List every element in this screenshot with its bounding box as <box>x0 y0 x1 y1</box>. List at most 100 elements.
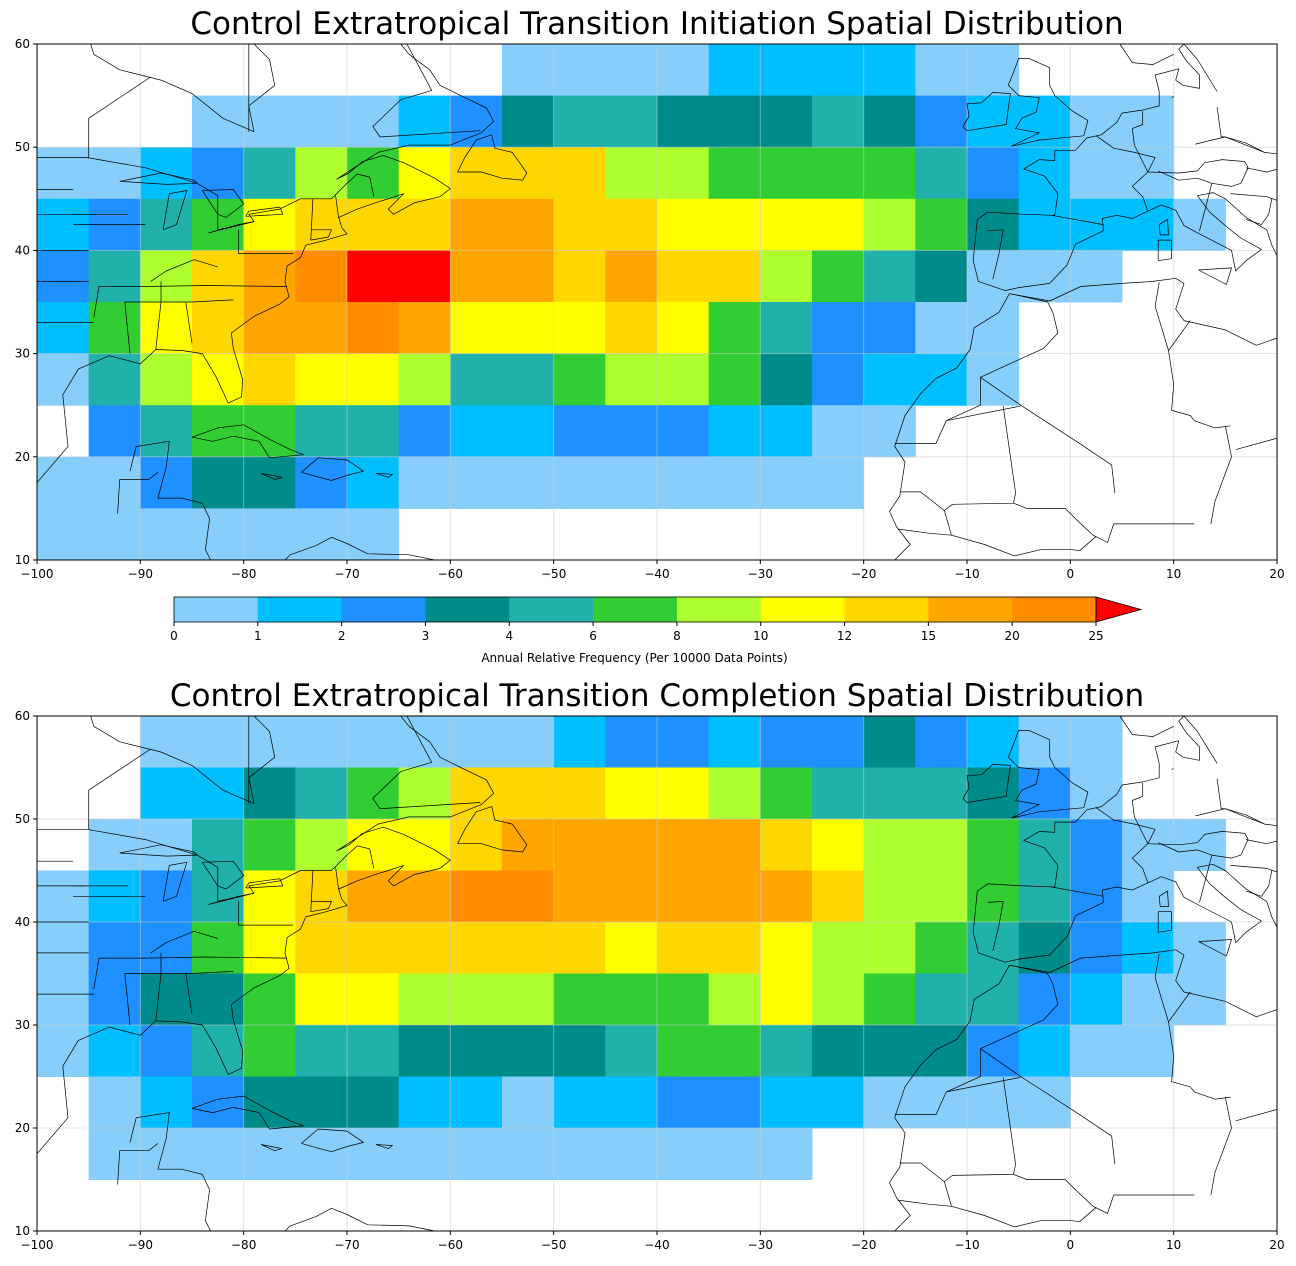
grid-cell <box>243 1128 296 1180</box>
grid-cell <box>812 456 865 509</box>
grid-cell <box>605 198 658 251</box>
grid-cell <box>812 44 865 97</box>
grid-cell <box>1173 922 1226 974</box>
grid-cell <box>605 44 658 97</box>
grid-cell <box>88 1128 141 1180</box>
grid-cell <box>708 250 761 303</box>
y-tick-label: 50 <box>15 812 30 826</box>
grid-cell <box>760 456 813 509</box>
grid-cell <box>605 973 658 1026</box>
grid-cell <box>192 250 245 303</box>
grid-cell <box>347 250 400 303</box>
grid-cell <box>657 716 710 768</box>
grid-cell <box>1122 870 1175 923</box>
geo-outline <box>162 861 188 902</box>
grid-cell <box>967 922 1020 974</box>
grid-cell <box>760 44 813 97</box>
grid-cell <box>243 456 296 509</box>
grid-cell <box>1070 922 1123 974</box>
grid-cell <box>192 973 245 1026</box>
grid-cell <box>243 198 296 251</box>
grid-cell <box>502 95 555 148</box>
grid-cell <box>88 819 141 871</box>
grid-cell <box>657 1025 710 1077</box>
grid-cell <box>657 302 710 355</box>
grid-cell <box>243 973 296 1026</box>
x-tick-label: 20 <box>1269 1238 1284 1252</box>
geo-outline <box>238 229 294 254</box>
geo-outline <box>980 293 1059 378</box>
grid-cell <box>605 250 658 303</box>
geo-outline <box>1168 320 1191 351</box>
geo-outline <box>1210 1097 1232 1196</box>
grid-cell <box>1018 870 1071 923</box>
grid-cell <box>863 1025 916 1077</box>
geo-outline <box>946 1076 1116 1165</box>
x-tick-label: −50 <box>541 1238 566 1252</box>
geo-outline <box>1132 111 1144 129</box>
grid-cell <box>1070 95 1123 148</box>
x-tick-label: −100 <box>21 1238 54 1252</box>
grid-cell <box>708 973 761 1026</box>
geo-outline <box>88 748 151 830</box>
grid-cell <box>863 870 916 923</box>
geo-outline <box>1245 167 1277 173</box>
grid-cell <box>1070 1025 1123 1077</box>
geo-outline <box>1158 219 1169 236</box>
x-tick-label: 0 <box>1067 1238 1075 1252</box>
grid-cell <box>88 405 141 458</box>
grid-cell <box>708 405 761 458</box>
geo-outline <box>284 1207 436 1231</box>
grid-cell <box>760 198 813 251</box>
x-tick-label: 0 <box>1067 567 1075 581</box>
geo-outline <box>375 472 393 478</box>
geo-outline <box>1230 865 1277 873</box>
geo-outline <box>245 206 284 217</box>
grid-cell <box>708 147 761 200</box>
grid-cell <box>140 147 193 200</box>
geo-outline <box>1245 198 1273 225</box>
geo-outline <box>90 716 276 804</box>
geo-outline <box>155 952 162 1021</box>
grid-cell <box>915 250 968 303</box>
x-tick-label: −100 <box>21 567 54 581</box>
y-tick-label: 60 <box>15 37 30 51</box>
grid-cell <box>295 973 348 1026</box>
grid-cell <box>37 508 90 561</box>
grid-cell <box>450 302 503 355</box>
grid-cell <box>1070 973 1123 1026</box>
grid-cell <box>915 922 968 974</box>
geo-outline <box>1154 282 1231 429</box>
grid-cell <box>553 405 606 458</box>
grid-cell <box>1122 147 1175 200</box>
grid-cell <box>657 456 710 509</box>
geo-outline <box>129 440 211 560</box>
grid-cell <box>657 1076 710 1129</box>
grid-cell <box>605 1128 658 1180</box>
grid-cell <box>347 95 400 148</box>
geo-outline <box>261 472 283 480</box>
grid-cell <box>863 767 916 820</box>
grid-cell <box>347 302 400 355</box>
grid-cell <box>295 922 348 974</box>
grid-cell <box>37 973 90 1026</box>
geo-outline <box>1013 502 1195 543</box>
geo-outline <box>1007 730 1089 819</box>
grid-cell <box>295 819 348 871</box>
grid-cell <box>863 973 916 1026</box>
geo-outline <box>310 198 332 241</box>
geo-outline <box>88 76 151 158</box>
colorbar-swatch <box>844 597 929 622</box>
geo-outline <box>1154 953 1231 1100</box>
grid-cell <box>915 870 968 923</box>
grid-cell <box>88 456 141 509</box>
grid-cell <box>708 767 761 820</box>
grid-cell <box>967 767 1020 820</box>
colorbar-swatch <box>1012 597 1097 622</box>
grid-cell <box>243 870 296 923</box>
grid-cell <box>347 767 400 820</box>
grid-cell <box>347 973 400 1026</box>
grid-cell <box>243 250 296 303</box>
grid-cell <box>708 353 761 406</box>
grid-cell <box>553 716 606 768</box>
